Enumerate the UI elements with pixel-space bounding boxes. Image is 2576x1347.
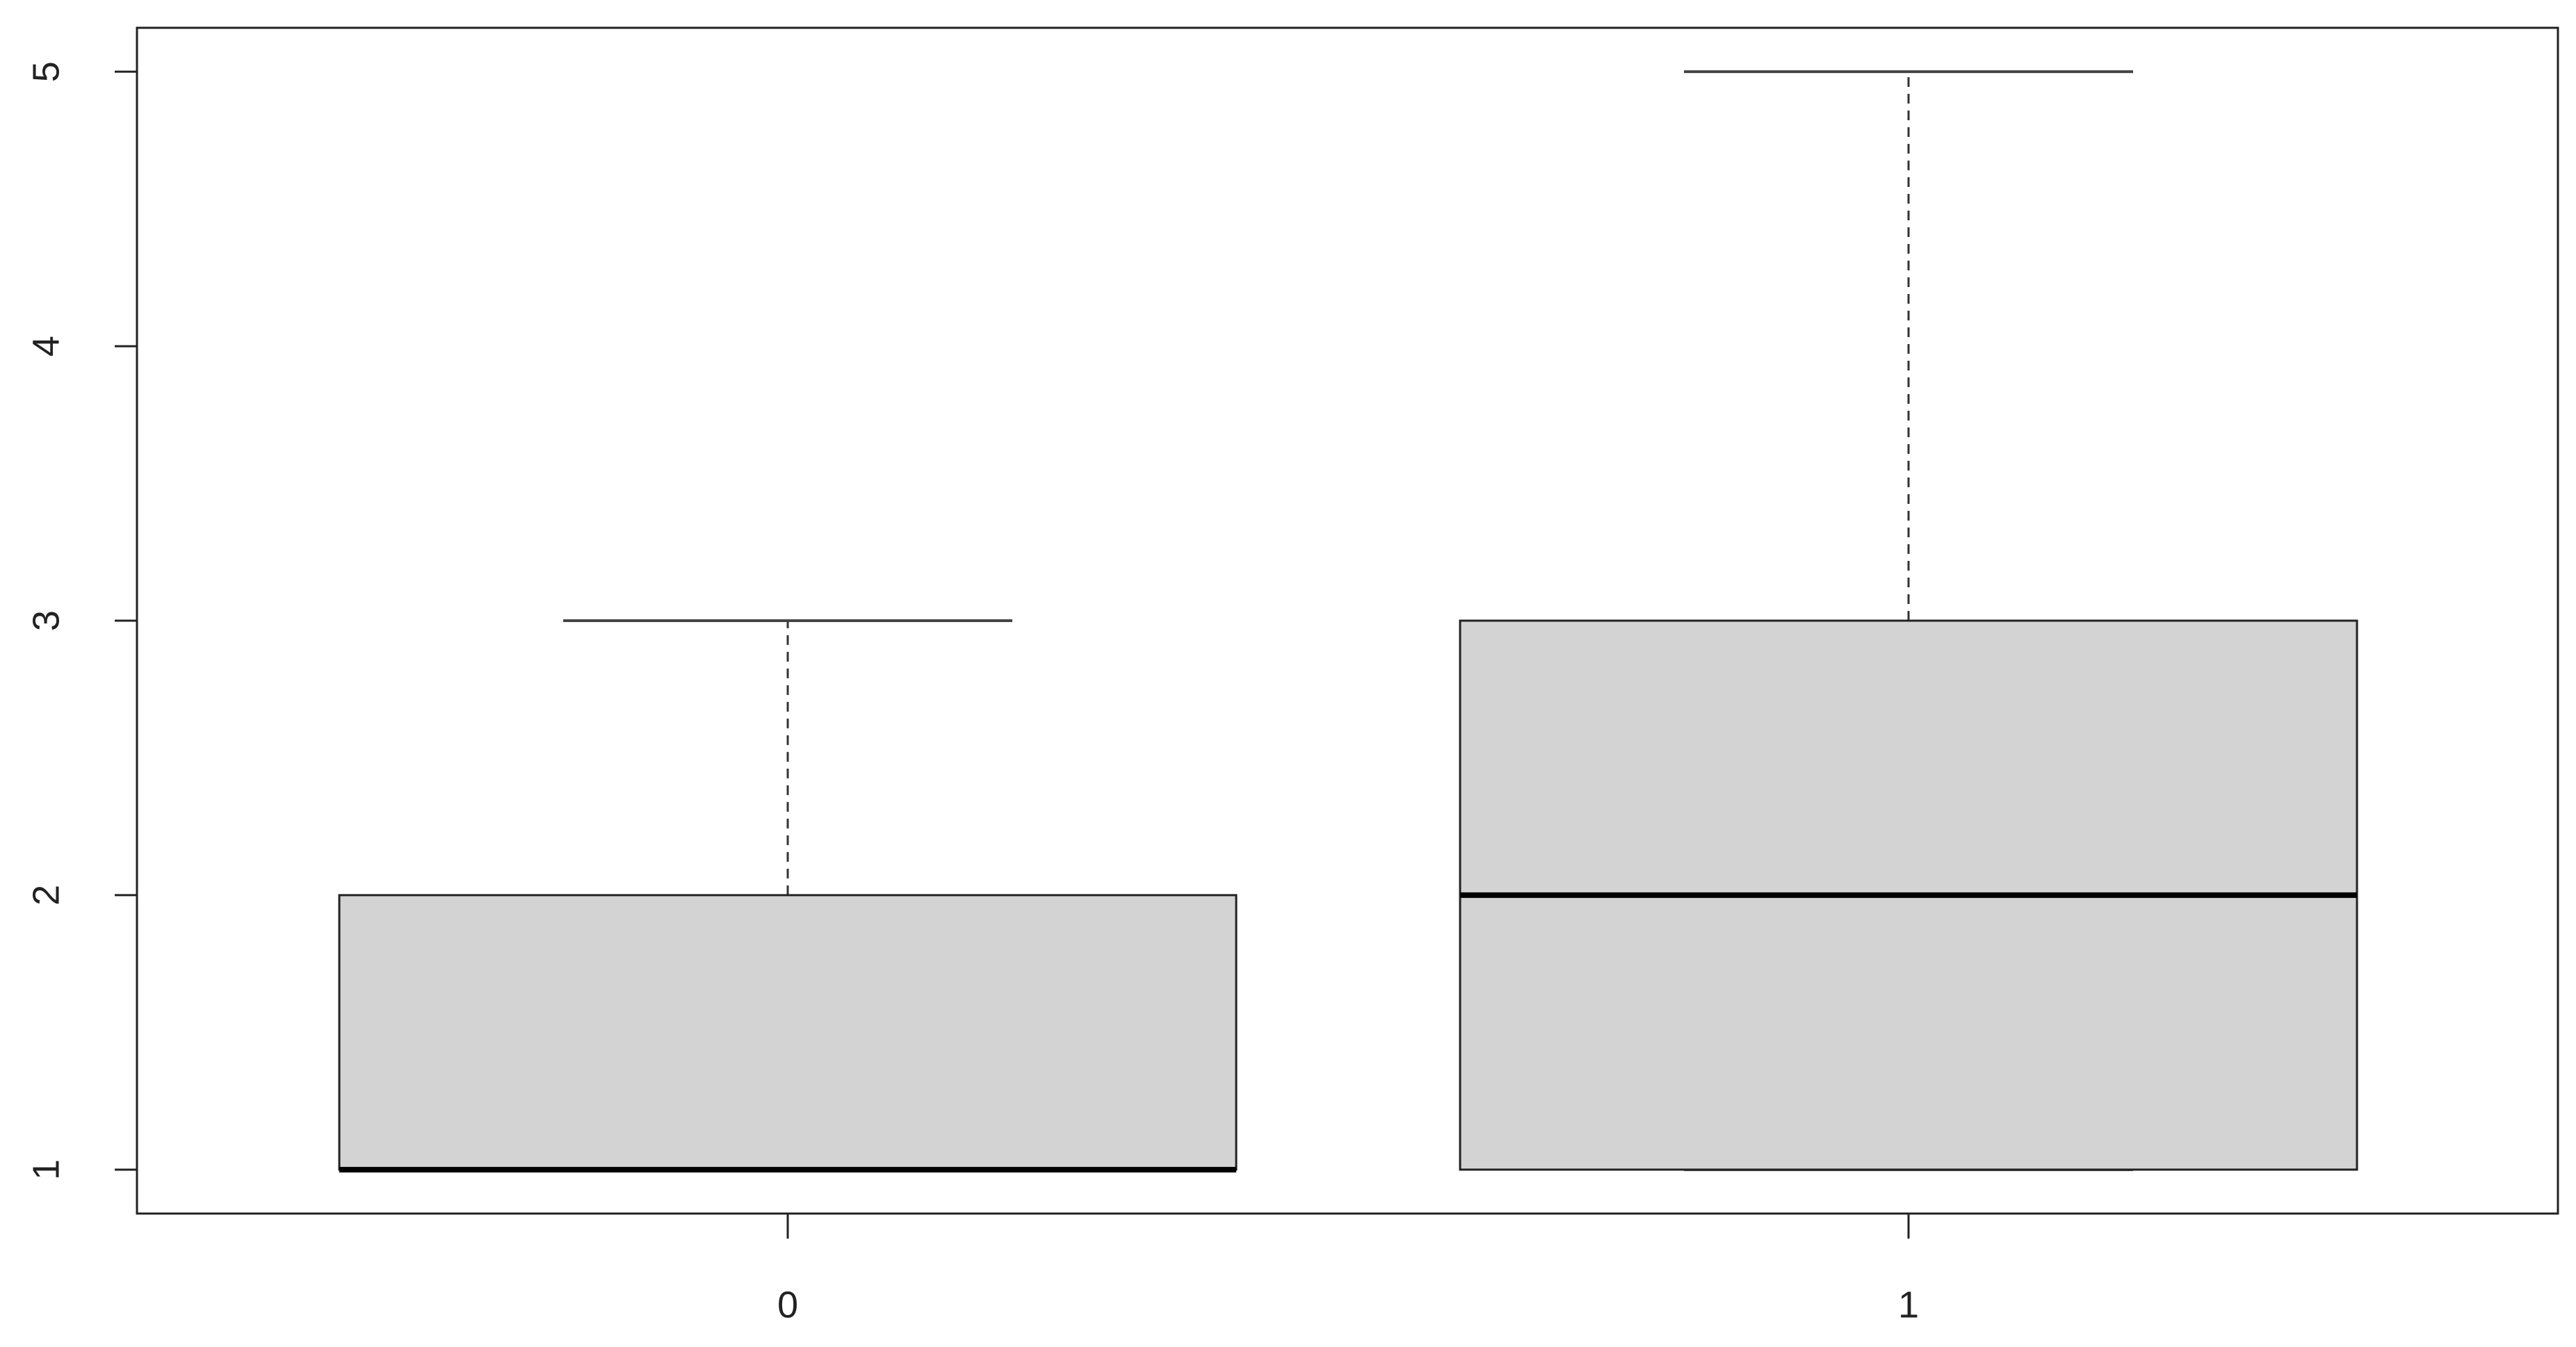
box [338, 894, 1238, 1171]
y-tick-label: 4 [25, 336, 67, 357]
y-tick-label: 2 [25, 885, 67, 906]
y-tick-label: 3 [25, 610, 67, 631]
y-tick-label: 1 [25, 1159, 67, 1180]
y-tick-label: 5 [25, 61, 67, 82]
x-tick-label: 0 [777, 1284, 798, 1325]
x-tick-label: 1 [1898, 1284, 1919, 1325]
